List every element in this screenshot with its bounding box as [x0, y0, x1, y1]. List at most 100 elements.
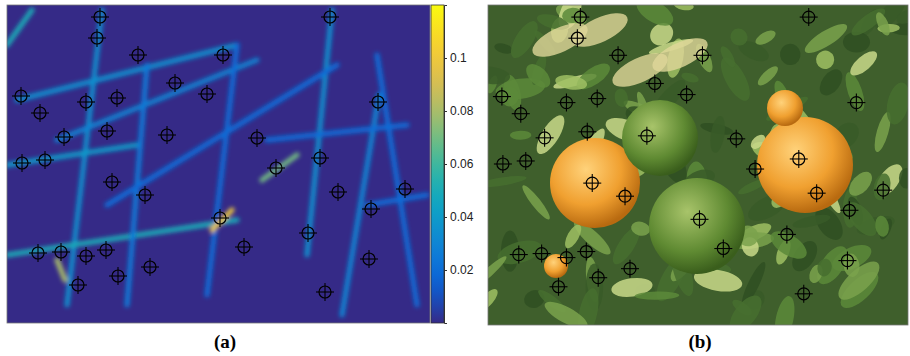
crosshair-marker: [12, 87, 30, 105]
fruit: [757, 117, 853, 213]
leaf: [842, 70, 869, 113]
leaf: [779, 43, 802, 67]
marker-cross: [597, 90, 598, 108]
marker-cross: [117, 267, 118, 285]
marker-cross: [592, 174, 593, 192]
leaf: [488, 174, 527, 190]
crosshair-marker: [396, 180, 414, 198]
marker-cross: [219, 209, 220, 227]
marker-cross: [586, 243, 587, 261]
marker-cross: [723, 240, 724, 258]
crosshair-marker: [55, 128, 73, 146]
leaf: [883, 80, 908, 126]
crosshair-marker: [77, 247, 95, 265]
marker-cross: [618, 46, 619, 64]
marker-cross: [803, 285, 804, 303]
crosshair-marker: [568, 29, 586, 47]
crosshair-marker: [838, 252, 856, 270]
marker-cross: [736, 130, 737, 148]
crosshair-marker: [577, 243, 595, 261]
tick-mark: [444, 58, 447, 59]
marker-cross: [798, 150, 799, 168]
leaf: [791, 212, 831, 231]
marker-cross: [337, 183, 338, 201]
crosshair-marker: [646, 74, 664, 92]
crosshair-marker: [158, 126, 176, 144]
crosshair-marker: [267, 159, 285, 177]
heat-streak: [7, 145, 137, 165]
leaf: [766, 226, 811, 264]
marker-cross: [222, 46, 223, 64]
marker-cross: [541, 245, 542, 263]
crosshair-marker: [329, 183, 347, 201]
crosshair-marker: [790, 150, 808, 168]
leaf: [673, 5, 695, 12]
marker-cross: [99, 8, 100, 26]
leaf: [874, 215, 891, 238]
heat-streak: [377, 55, 417, 305]
colorbar-tick: 0.04: [444, 210, 474, 224]
crosshair-marker: [109, 267, 127, 285]
crosshair-marker: [557, 249, 575, 267]
marker-cross: [307, 224, 308, 242]
crosshair-marker: [98, 122, 116, 140]
crosshair-marker: [609, 46, 627, 64]
heat-streak: [212, 210, 232, 230]
marker-cross: [566, 94, 567, 112]
colorbar-tick: 0.02: [444, 263, 474, 277]
leaf: [510, 130, 532, 139]
crosshair-marker: [714, 240, 732, 258]
marker-cross: [629, 260, 630, 278]
fruit: [622, 100, 698, 176]
plot-area: [488, 5, 908, 325]
crosshair-marker: [88, 29, 106, 47]
crosshair-marker: [840, 201, 858, 219]
marker-cross: [319, 149, 320, 167]
marker-cross: [566, 249, 567, 267]
tick-mark: [444, 217, 447, 218]
marker-cross: [654, 74, 655, 92]
leaf: [816, 257, 834, 278]
crosshair-marker: [693, 46, 711, 64]
leaf: [715, 53, 756, 105]
crosshair-marker: [77, 93, 95, 111]
marker-cross: [849, 201, 850, 219]
marker-cross: [149, 258, 150, 276]
streaks: [7, 10, 427, 315]
leaf: [562, 222, 585, 251]
crosshair-marker: [589, 269, 607, 287]
leaf: [648, 31, 713, 78]
crosshair-marker: [510, 246, 528, 264]
crosshair-marker: [129, 46, 147, 64]
leaf: [493, 41, 514, 55]
colorbar-axis: 0.020.040.060.080.1: [444, 6, 474, 324]
crosshair-marker: [97, 241, 115, 259]
marker-cross: [144, 186, 145, 204]
colorbar-tick: 0.06: [444, 157, 474, 171]
marker-cross: [624, 187, 625, 205]
crosshair-marker: [362, 200, 380, 218]
crosshair-marker: [638, 127, 656, 145]
panel-label: (b): [688, 331, 711, 353]
crosshair-marker: [31, 104, 49, 122]
crosshair-marker: [678, 86, 696, 104]
marker-cross: [580, 8, 581, 26]
leaf: [613, 87, 630, 108]
tick-label: 0.06: [450, 157, 474, 171]
leaf: [528, 16, 593, 63]
colorbar: [431, 5, 444, 323]
leaf: [630, 220, 652, 238]
crosshair-marker: [494, 155, 512, 173]
marker-cross: [502, 155, 503, 173]
crosshair-marker: [141, 258, 159, 276]
marker-cross: [520, 105, 521, 123]
leaf: [708, 115, 727, 154]
crosshair-marker: [517, 152, 535, 170]
leaf: [488, 65, 511, 86]
marker-cross: [85, 93, 86, 111]
marker-cross: [116, 89, 117, 107]
plot-area: [7, 5, 430, 323]
crosshair-marker: [91, 8, 109, 26]
crosshair-marker: [214, 46, 232, 64]
crosshair-marker: [690, 210, 708, 228]
